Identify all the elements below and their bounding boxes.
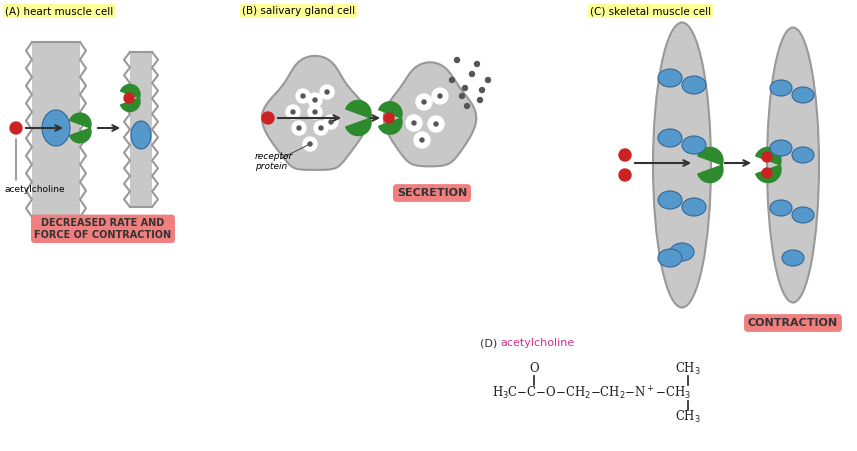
Circle shape xyxy=(619,149,631,161)
Text: SECRETION: SECRETION xyxy=(397,188,467,198)
Circle shape xyxy=(286,105,300,119)
Polygon shape xyxy=(384,62,476,166)
Text: CH$_3$: CH$_3$ xyxy=(675,361,701,377)
Ellipse shape xyxy=(682,198,706,216)
Circle shape xyxy=(124,93,134,103)
Circle shape xyxy=(762,152,772,162)
Ellipse shape xyxy=(670,243,694,261)
Ellipse shape xyxy=(770,80,792,96)
Ellipse shape xyxy=(782,250,804,266)
Circle shape xyxy=(291,110,295,114)
Circle shape xyxy=(464,103,470,109)
Circle shape xyxy=(434,122,438,126)
Text: DECREASED RATE AND
FORCE OF CONTRACTION: DECREASED RATE AND FORCE OF CONTRACTION xyxy=(34,218,171,239)
Ellipse shape xyxy=(658,129,682,147)
Circle shape xyxy=(384,113,394,123)
Circle shape xyxy=(619,169,631,181)
Circle shape xyxy=(480,87,484,92)
Circle shape xyxy=(420,138,424,142)
Polygon shape xyxy=(756,147,781,165)
Circle shape xyxy=(477,97,482,102)
Text: CONTRACTION: CONTRACTION xyxy=(748,318,838,328)
Circle shape xyxy=(314,121,328,135)
Polygon shape xyxy=(698,147,723,165)
Polygon shape xyxy=(69,128,91,143)
Circle shape xyxy=(10,122,22,134)
Polygon shape xyxy=(756,165,781,183)
Circle shape xyxy=(470,72,475,77)
Ellipse shape xyxy=(770,200,792,216)
Circle shape xyxy=(432,88,448,104)
Bar xyxy=(130,52,152,207)
Ellipse shape xyxy=(770,140,792,156)
Circle shape xyxy=(301,94,305,98)
Circle shape xyxy=(292,121,306,135)
Ellipse shape xyxy=(658,249,682,267)
Circle shape xyxy=(475,61,480,66)
Text: O: O xyxy=(529,363,539,376)
Circle shape xyxy=(297,126,301,130)
Circle shape xyxy=(450,78,454,83)
Circle shape xyxy=(459,93,464,98)
Circle shape xyxy=(406,115,422,131)
Circle shape xyxy=(303,137,317,151)
Text: (C) skeletal muscle cell: (C) skeletal muscle cell xyxy=(590,6,711,16)
Text: receptor
protein: receptor protein xyxy=(255,152,293,171)
Circle shape xyxy=(414,132,430,148)
Ellipse shape xyxy=(658,69,682,87)
Circle shape xyxy=(313,110,317,114)
Text: acetylcholine: acetylcholine xyxy=(500,338,574,348)
Polygon shape xyxy=(69,113,91,128)
Circle shape xyxy=(324,115,338,129)
Text: CH$_3$: CH$_3$ xyxy=(675,409,701,425)
Circle shape xyxy=(428,116,444,132)
Ellipse shape xyxy=(682,76,706,94)
Circle shape xyxy=(438,94,442,98)
Circle shape xyxy=(416,94,432,110)
Polygon shape xyxy=(121,84,140,98)
Ellipse shape xyxy=(131,121,151,149)
Polygon shape xyxy=(379,118,402,134)
Ellipse shape xyxy=(682,136,706,154)
Text: (D): (D) xyxy=(480,338,497,348)
Circle shape xyxy=(296,89,310,103)
Polygon shape xyxy=(121,98,140,111)
Circle shape xyxy=(463,86,468,91)
Ellipse shape xyxy=(653,23,711,308)
Circle shape xyxy=(486,78,490,83)
Polygon shape xyxy=(379,102,402,118)
Circle shape xyxy=(762,168,772,178)
Ellipse shape xyxy=(42,110,70,146)
Circle shape xyxy=(412,121,416,125)
Circle shape xyxy=(325,90,329,94)
Polygon shape xyxy=(698,165,723,183)
Circle shape xyxy=(422,100,426,104)
Circle shape xyxy=(454,57,459,63)
Circle shape xyxy=(308,93,322,107)
Text: (B) salivary gland cell: (B) salivary gland cell xyxy=(242,6,355,16)
Ellipse shape xyxy=(792,87,814,103)
Ellipse shape xyxy=(767,28,819,303)
Circle shape xyxy=(320,85,334,99)
Circle shape xyxy=(329,120,333,124)
Ellipse shape xyxy=(792,207,814,223)
Circle shape xyxy=(313,98,317,102)
Circle shape xyxy=(262,112,274,124)
Text: acetylcholine: acetylcholine xyxy=(5,185,66,194)
Polygon shape xyxy=(262,56,369,170)
Circle shape xyxy=(319,126,323,130)
Bar xyxy=(32,42,80,217)
Circle shape xyxy=(308,142,312,146)
Text: H$_3$C$-$C$-$O$-$CH$_2$$-$CH$_2$$-$N$^+$$-$CH$_3$: H$_3$C$-$C$-$O$-$CH$_2$$-$CH$_2$$-$N$^+$… xyxy=(492,384,692,402)
Ellipse shape xyxy=(792,147,814,163)
Text: (A) heart muscle cell: (A) heart muscle cell xyxy=(5,6,113,16)
Polygon shape xyxy=(345,118,371,136)
Circle shape xyxy=(308,105,322,119)
Polygon shape xyxy=(345,101,371,118)
Ellipse shape xyxy=(658,191,682,209)
